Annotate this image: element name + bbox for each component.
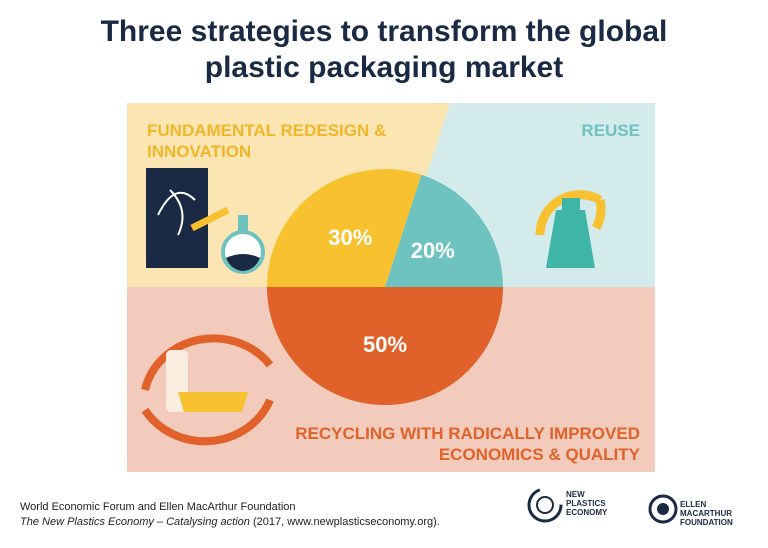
category-label: REUSE (581, 121, 640, 140)
source-line: World Economic Forum and Ellen MacArthur… (20, 501, 296, 513)
category-label: RECYCLING WITH RADICALLY IMPROVED ECONOM… (295, 424, 640, 464)
source-details: (2017, www.newplasticseconomy.org). (252, 516, 440, 528)
reuse-icon (535, 190, 606, 268)
chart-title: Three strategies to transform the global… (100, 15, 668, 84)
emf-logo-mark (648, 494, 678, 524)
pie: 30% 20% 50% (267, 168, 503, 405)
source-line: The New Plastics Economy – Catalysing ac… (20, 515, 440, 530)
recycle-icon (141, 334, 274, 446)
value-label: 30% (328, 225, 372, 250)
npe-logo: NEW PLASTICS ECONOMY (566, 490, 608, 517)
pie-slice (267, 287, 503, 405)
blackboard-icon (146, 168, 230, 268)
source: World Economic Forum and Ellen MacArthur… (20, 500, 440, 530)
value-label: 20% (411, 238, 455, 263)
value-label: 50% (363, 332, 407, 357)
category-label: FUNDAMENTAL REDESIGN & INNOVATION (147, 121, 387, 161)
pie-slice (385, 174, 503, 287)
emf-logo: ELLEN MACARTHUR FOUNDATION (680, 500, 733, 527)
source-title: The New Plastics Economy – Catalysing ac… (20, 516, 250, 528)
pie-slice (267, 168, 422, 287)
npe-logo-mark (527, 487, 563, 523)
flask-icon (221, 215, 265, 274)
